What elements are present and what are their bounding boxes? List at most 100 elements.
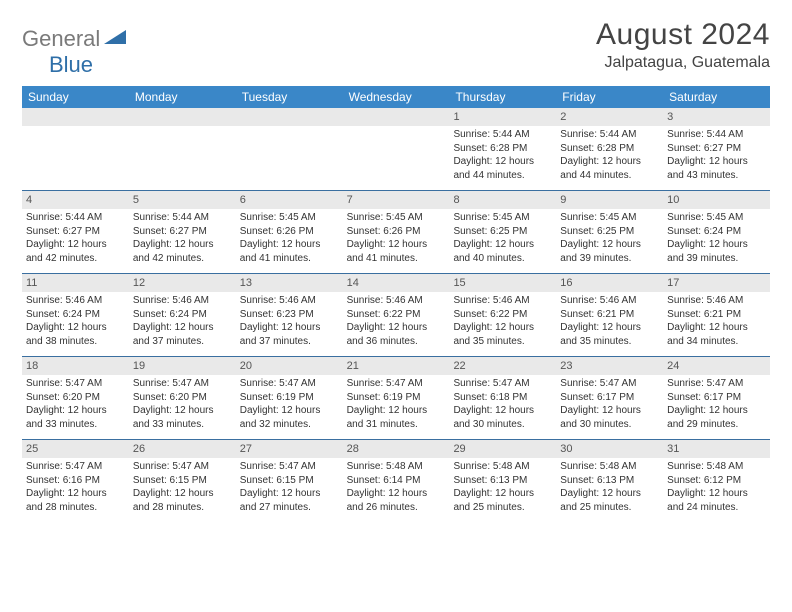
sunrise-line: Sunrise: 5:45 AM — [453, 211, 552, 225]
sunrise-line: Sunrise: 5:48 AM — [667, 460, 766, 474]
day-number: 1 — [449, 108, 556, 126]
daylight-line: Daylight: 12 hours and 41 minutes. — [240, 238, 339, 265]
daylight-line: Daylight: 12 hours and 39 minutes. — [667, 238, 766, 265]
day-cell: 14Sunrise: 5:46 AMSunset: 6:22 PMDayligh… — [343, 274, 450, 356]
day-details: Sunrise: 5:47 AMSunset: 6:15 PMDaylight:… — [129, 458, 236, 518]
day-cell: 12Sunrise: 5:46 AMSunset: 6:24 PMDayligh… — [129, 274, 236, 356]
month-title: August 2024 — [596, 18, 770, 52]
day-number: 9 — [556, 191, 663, 209]
day-details: Sunrise: 5:47 AMSunset: 6:15 PMDaylight:… — [236, 458, 343, 518]
sunrise-line: Sunrise: 5:44 AM — [667, 128, 766, 142]
day-details: Sunrise: 5:44 AMSunset: 6:27 PMDaylight:… — [129, 209, 236, 269]
day-number: 21 — [343, 357, 450, 375]
location-label: Jalpatagua, Guatemala — [596, 54, 770, 72]
day-cell: 22Sunrise: 5:47 AMSunset: 6:18 PMDayligh… — [449, 357, 556, 439]
sunrise-line: Sunrise: 5:46 AM — [560, 294, 659, 308]
daylight-line: Daylight: 12 hours and 26 minutes. — [347, 487, 446, 514]
sunset-line: Sunset: 6:26 PM — [240, 225, 339, 239]
day-number: 27 — [236, 440, 343, 458]
sunrise-line: Sunrise: 5:48 AM — [560, 460, 659, 474]
day-cell: 10Sunrise: 5:45 AMSunset: 6:24 PMDayligh… — [663, 191, 770, 273]
sunrise-line: Sunrise: 5:44 AM — [453, 128, 552, 142]
day-details — [129, 126, 236, 132]
sunset-line: Sunset: 6:13 PM — [453, 474, 552, 488]
day-number: 28 — [343, 440, 450, 458]
sunset-line: Sunset: 6:21 PM — [667, 308, 766, 322]
day-number: 10 — [663, 191, 770, 209]
day-details: Sunrise: 5:48 AMSunset: 6:13 PMDaylight:… — [449, 458, 556, 518]
day-cell: 21Sunrise: 5:47 AMSunset: 6:19 PMDayligh… — [343, 357, 450, 439]
logo-text-general: General — [22, 26, 100, 52]
sunrise-line: Sunrise: 5:47 AM — [240, 460, 339, 474]
weekday-header: Sunday — [22, 86, 129, 108]
sunrise-line: Sunrise: 5:48 AM — [453, 460, 552, 474]
day-number: 12 — [129, 274, 236, 292]
sunset-line: Sunset: 6:16 PM — [26, 474, 125, 488]
sunrise-line: Sunrise: 5:47 AM — [347, 377, 446, 391]
day-cell: 27Sunrise: 5:47 AMSunset: 6:15 PMDayligh… — [236, 440, 343, 522]
day-details: Sunrise: 5:45 AMSunset: 6:25 PMDaylight:… — [556, 209, 663, 269]
day-cell: 31Sunrise: 5:48 AMSunset: 6:12 PMDayligh… — [663, 440, 770, 522]
daylight-line: Daylight: 12 hours and 30 minutes. — [560, 404, 659, 431]
day-number: 11 — [22, 274, 129, 292]
day-number: 6 — [236, 191, 343, 209]
day-number: 3 — [663, 108, 770, 126]
day-number: 23 — [556, 357, 663, 375]
day-details: Sunrise: 5:48 AMSunset: 6:14 PMDaylight:… — [343, 458, 450, 518]
day-cell: 9Sunrise: 5:45 AMSunset: 6:25 PMDaylight… — [556, 191, 663, 273]
day-details: Sunrise: 5:46 AMSunset: 6:24 PMDaylight:… — [22, 292, 129, 352]
sunrise-line: Sunrise: 5:47 AM — [560, 377, 659, 391]
sunrise-line: Sunrise: 5:44 AM — [560, 128, 659, 142]
day-details: Sunrise: 5:48 AMSunset: 6:13 PMDaylight:… — [556, 458, 663, 518]
sunset-line: Sunset: 6:27 PM — [667, 142, 766, 156]
day-cell: 19Sunrise: 5:47 AMSunset: 6:20 PMDayligh… — [129, 357, 236, 439]
sunrise-line: Sunrise: 5:45 AM — [560, 211, 659, 225]
sunset-line: Sunset: 6:25 PM — [560, 225, 659, 239]
sunset-line: Sunset: 6:12 PM — [667, 474, 766, 488]
week-row: 1Sunrise: 5:44 AMSunset: 6:28 PMDaylight… — [22, 108, 770, 191]
sunrise-line: Sunrise: 5:47 AM — [133, 377, 232, 391]
day-number — [129, 108, 236, 126]
day-number: 4 — [22, 191, 129, 209]
sunset-line: Sunset: 6:20 PM — [133, 391, 232, 405]
day-cell — [22, 108, 129, 190]
day-cell — [129, 108, 236, 190]
day-details: Sunrise: 5:46 AMSunset: 6:22 PMDaylight:… — [449, 292, 556, 352]
day-number — [343, 108, 450, 126]
sunset-line: Sunset: 6:22 PM — [347, 308, 446, 322]
day-cell — [343, 108, 450, 190]
day-details — [22, 126, 129, 132]
weekday-header: Tuesday — [236, 86, 343, 108]
sunset-line: Sunset: 6:28 PM — [560, 142, 659, 156]
day-details: Sunrise: 5:45 AMSunset: 6:24 PMDaylight:… — [663, 209, 770, 269]
day-cell: 18Sunrise: 5:47 AMSunset: 6:20 PMDayligh… — [22, 357, 129, 439]
weekday-header: Monday — [129, 86, 236, 108]
daylight-line: Daylight: 12 hours and 30 minutes. — [453, 404, 552, 431]
day-details: Sunrise: 5:45 AMSunset: 6:26 PMDaylight:… — [236, 209, 343, 269]
daylight-line: Daylight: 12 hours and 25 minutes. — [453, 487, 552, 514]
day-number: 20 — [236, 357, 343, 375]
sunset-line: Sunset: 6:26 PM — [347, 225, 446, 239]
daylight-line: Daylight: 12 hours and 24 minutes. — [667, 487, 766, 514]
sunset-line: Sunset: 6:15 PM — [133, 474, 232, 488]
sunset-line: Sunset: 6:17 PM — [667, 391, 766, 405]
sunrise-line: Sunrise: 5:48 AM — [347, 460, 446, 474]
sunset-line: Sunset: 6:17 PM — [560, 391, 659, 405]
day-cell: 8Sunrise: 5:45 AMSunset: 6:25 PMDaylight… — [449, 191, 556, 273]
sunset-line: Sunset: 6:28 PM — [453, 142, 552, 156]
weekday-header: Wednesday — [343, 86, 450, 108]
sunrise-line: Sunrise: 5:46 AM — [347, 294, 446, 308]
sunset-line: Sunset: 6:13 PM — [560, 474, 659, 488]
daylight-line: Daylight: 12 hours and 39 minutes. — [560, 238, 659, 265]
week-row: 11Sunrise: 5:46 AMSunset: 6:24 PMDayligh… — [22, 274, 770, 357]
weekday-header: Saturday — [663, 86, 770, 108]
day-number: 7 — [343, 191, 450, 209]
day-number: 14 — [343, 274, 450, 292]
day-cell: 17Sunrise: 5:46 AMSunset: 6:21 PMDayligh… — [663, 274, 770, 356]
sunset-line: Sunset: 6:18 PM — [453, 391, 552, 405]
daylight-line: Daylight: 12 hours and 31 minutes. — [347, 404, 446, 431]
sunset-line: Sunset: 6:15 PM — [240, 474, 339, 488]
day-details: Sunrise: 5:47 AMSunset: 6:19 PMDaylight:… — [236, 375, 343, 435]
week-row: 25Sunrise: 5:47 AMSunset: 6:16 PMDayligh… — [22, 440, 770, 522]
day-cell: 2Sunrise: 5:44 AMSunset: 6:28 PMDaylight… — [556, 108, 663, 190]
